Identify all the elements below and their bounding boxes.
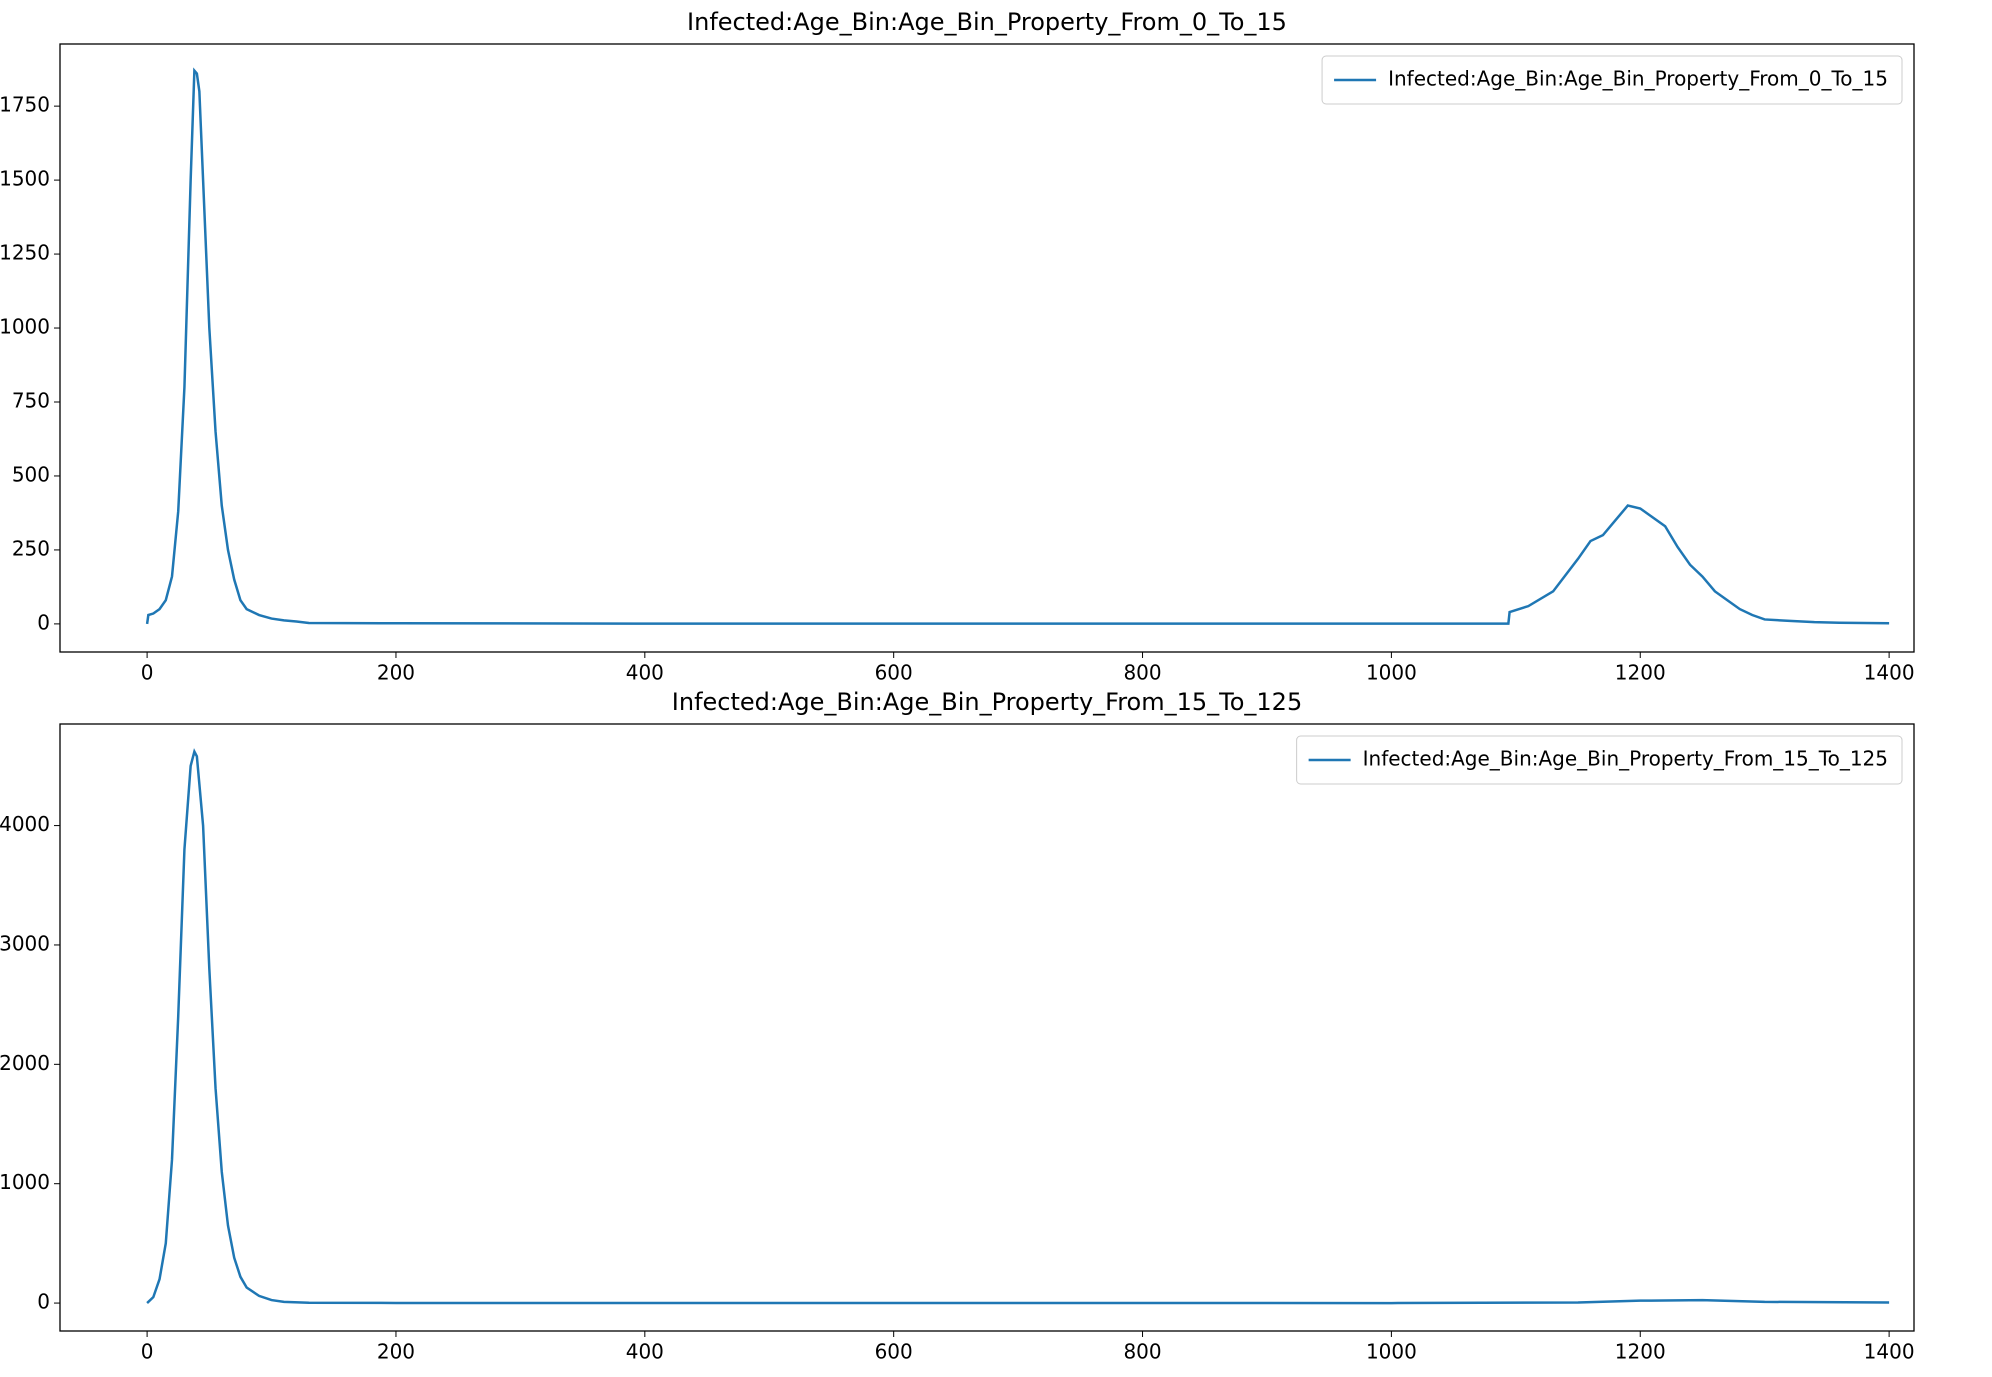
x-tick-label: 200: [377, 1340, 415, 1364]
y-tick-label: 750: [12, 388, 50, 412]
x-tick-label: 400: [626, 1340, 664, 1364]
x-tick-label: 0: [141, 661, 154, 685]
legend-label: Infected:Age_Bin:Age_Bin_Property_From_1…: [1363, 747, 1888, 771]
x-tick-label: 800: [1123, 1340, 1161, 1364]
y-tick-label: 2000: [0, 1051, 50, 1075]
legend-label: Infected:Age_Bin:Age_Bin_Property_From_0…: [1388, 67, 1888, 91]
x-tick-label: 1200: [1615, 661, 1666, 685]
y-tick-label: 250: [12, 536, 50, 560]
y-tick-label: 1000: [0, 1170, 50, 1194]
x-tick-label: 1400: [1864, 661, 1915, 685]
x-tick-label: 1000: [1366, 661, 1417, 685]
legend-box: [1296, 735, 1903, 785]
x-tick-label: 1000: [1366, 1340, 1417, 1364]
y-tick-label: 1500: [0, 167, 50, 191]
data-line: [145, 67, 1890, 625]
x-tick-label: 200: [377, 661, 415, 685]
legend-box: [1321, 55, 1903, 105]
x-tick-label: 0: [141, 1340, 154, 1364]
axes-frame: [59, 43, 1915, 653]
x-tick-label: 800: [1123, 661, 1161, 685]
x-tick-label: 1200: [1615, 1340, 1666, 1364]
y-tick-label: 4000: [0, 812, 50, 836]
x-tick-label: 400: [626, 661, 664, 685]
y-tick-label: 0: [37, 1290, 50, 1314]
x-tick-label: 600: [875, 1340, 913, 1364]
legend: Infected:Age_Bin:Age_Bin_Property_From_0…: [1321, 55, 1903, 105]
data-line: [146, 748, 1890, 1305]
x-tick-label: 600: [875, 661, 913, 685]
y-tick-label: 1250: [0, 241, 50, 265]
axes-frame: [59, 723, 1915, 1332]
y-tick-label: 1000: [0, 315, 50, 339]
y-tick-label: 1750: [0, 93, 50, 117]
chart-title: Infected:Age_Bin:Age_Bin_Property_From_0…: [687, 8, 1287, 36]
y-tick-label: 0: [37, 610, 50, 634]
y-tick-label: 500: [12, 462, 50, 486]
chart-title: Infected:Age_Bin:Age_Bin_Property_From_1…: [672, 688, 1302, 716]
x-tick-label: 1400: [1864, 1340, 1915, 1364]
legend: Infected:Age_Bin:Age_Bin_Property_From_1…: [1296, 735, 1903, 785]
y-tick-label: 3000: [0, 931, 50, 955]
